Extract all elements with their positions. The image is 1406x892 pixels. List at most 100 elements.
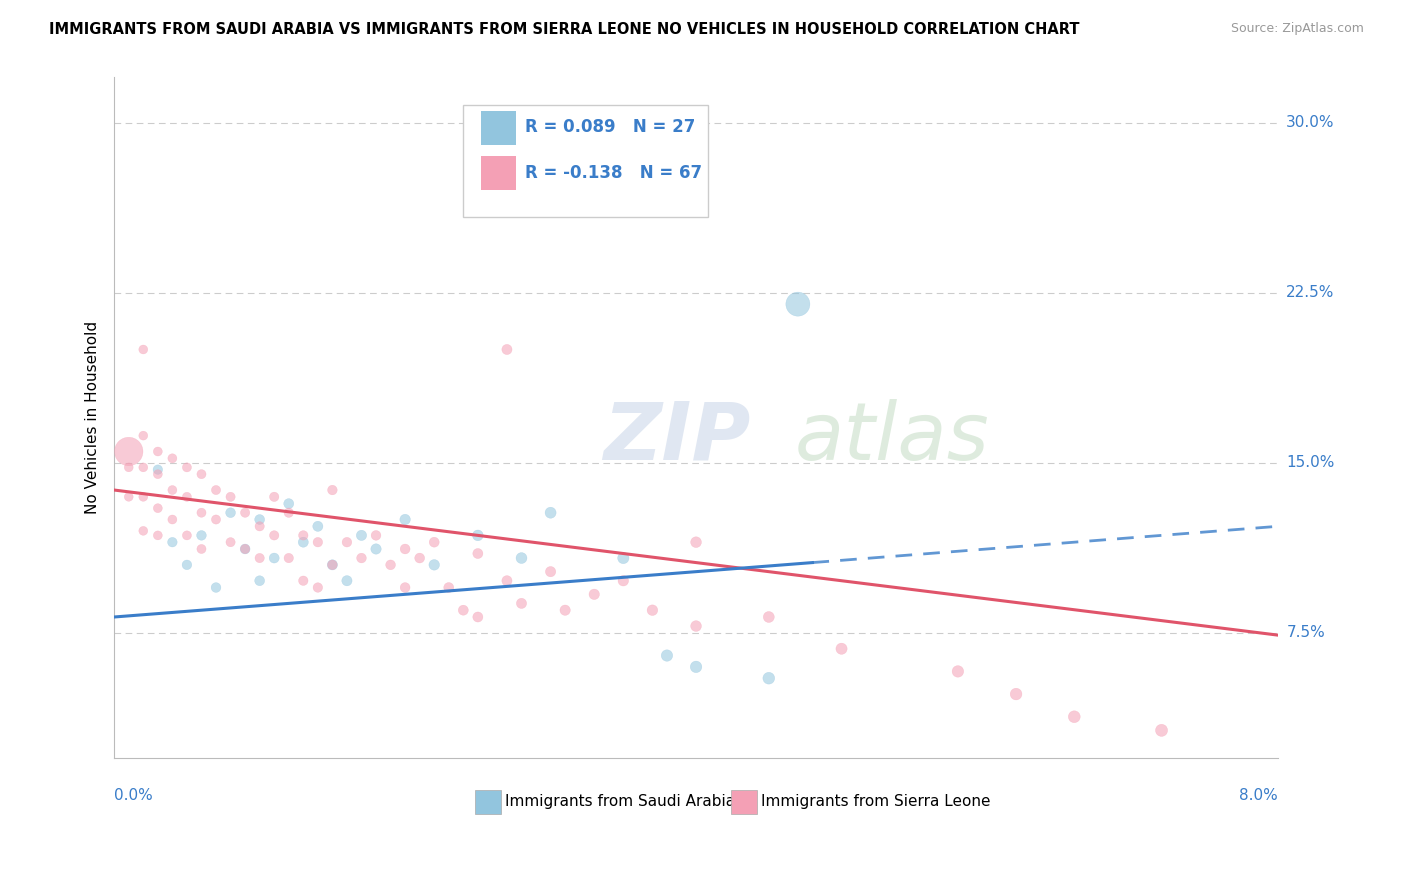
Point [263,490,285,504]
Point [946,665,969,679]
Point [394,581,416,595]
Point [467,610,489,624]
Point [146,467,169,482]
FancyBboxPatch shape [464,104,707,217]
Point [233,541,256,556]
Point [146,444,169,458]
Point [612,551,634,566]
Point [321,558,343,572]
Point [162,483,184,497]
Bar [475,790,501,814]
Text: Immigrants from Saudi Arabia: Immigrants from Saudi Arabia [505,794,735,809]
Point [292,535,315,549]
Point [263,551,285,566]
Point [758,610,780,624]
Point [162,535,184,549]
Point [277,497,299,511]
Point [1063,710,1085,724]
Point [219,490,242,504]
Point [307,519,329,533]
Text: Immigrants from Sierra Leone: Immigrants from Sierra Leone [761,794,991,809]
Point [540,565,562,579]
Point [467,528,489,542]
Point [219,535,242,549]
Point [176,528,198,542]
Point [190,528,212,542]
Point [176,460,198,475]
Text: R = -0.138   N = 67: R = -0.138 N = 67 [524,163,702,182]
Text: 7.5%: 7.5% [1286,625,1324,640]
Point [132,524,155,538]
Point [190,467,212,482]
Point [423,535,446,549]
Point [190,541,212,556]
Point [1005,687,1028,701]
Point [655,648,678,663]
Point [249,519,271,533]
Point [263,528,285,542]
Point [118,460,141,475]
Point [786,297,808,311]
Point [423,558,446,572]
Point [277,551,299,566]
Point [496,343,519,357]
Text: IMMIGRANTS FROM SAUDI ARABIA VS IMMIGRANTS FROM SIERRA LEONE NO VEHICLES IN HOUS: IMMIGRANTS FROM SAUDI ARABIA VS IMMIGRAN… [49,22,1080,37]
Point [685,619,707,633]
Point [292,528,315,542]
Point [408,551,430,566]
Point [176,558,198,572]
Point [453,603,475,617]
Point [233,506,256,520]
Point [162,512,184,526]
Text: 0.0%: 0.0% [114,789,153,803]
Point [307,535,329,549]
Point [321,483,343,497]
Point [162,451,184,466]
Text: Source: ZipAtlas.com: Source: ZipAtlas.com [1230,22,1364,36]
Point [510,596,533,610]
Point [249,551,271,566]
Point [758,671,780,685]
Text: R = 0.089   N = 27: R = 0.089 N = 27 [524,118,696,136]
Text: ZIP: ZIP [603,399,751,477]
Point [554,603,576,617]
Point [685,660,707,674]
Point [394,512,416,526]
Point [132,343,155,357]
Point [307,581,329,595]
Point [540,506,562,520]
Point [831,641,853,656]
Text: 30.0%: 30.0% [1286,115,1334,130]
Point [176,490,198,504]
Text: 22.5%: 22.5% [1286,285,1334,301]
Point [336,535,359,549]
Point [146,463,169,477]
Point [467,547,489,561]
Point [118,490,141,504]
Y-axis label: No Vehicles in Household: No Vehicles in Household [86,321,100,514]
Point [205,483,228,497]
Point [146,528,169,542]
Point [612,574,634,588]
Point [496,574,519,588]
Point [146,501,169,516]
Point [364,541,387,556]
Point [249,574,271,588]
Point [219,506,242,520]
Point [249,512,271,526]
Point [190,506,212,520]
Point [685,535,707,549]
Point [205,581,228,595]
Point [350,551,373,566]
Point [394,541,416,556]
Point [364,528,387,542]
Point [350,528,373,542]
Point [292,574,315,588]
Point [1150,723,1173,738]
Point [336,574,359,588]
Bar [731,790,756,814]
Point [132,490,155,504]
Point [132,460,155,475]
Point [380,558,402,572]
Point [118,444,141,458]
